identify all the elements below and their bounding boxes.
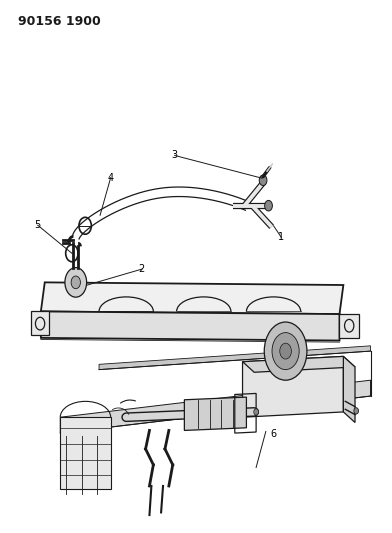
- Text: 3: 3: [172, 150, 178, 160]
- Polygon shape: [99, 346, 370, 369]
- Text: 5: 5: [34, 220, 41, 230]
- Polygon shape: [339, 314, 359, 338]
- Circle shape: [254, 409, 258, 415]
- Circle shape: [354, 408, 359, 414]
- Polygon shape: [60, 380, 370, 433]
- Circle shape: [259, 175, 267, 185]
- Circle shape: [71, 276, 80, 289]
- Polygon shape: [184, 397, 247, 431]
- Circle shape: [272, 333, 299, 369]
- Circle shape: [265, 200, 272, 211]
- Polygon shape: [243, 357, 355, 372]
- Polygon shape: [41, 311, 339, 341]
- Polygon shape: [343, 357, 355, 423]
- Text: 1: 1: [278, 232, 284, 243]
- Polygon shape: [41, 282, 343, 314]
- Text: 2: 2: [139, 264, 145, 274]
- Text: 6: 6: [270, 429, 277, 439]
- Circle shape: [280, 343, 291, 359]
- Polygon shape: [31, 311, 49, 335]
- Circle shape: [264, 322, 307, 380]
- Polygon shape: [60, 417, 111, 489]
- Circle shape: [65, 268, 87, 297]
- Text: 4: 4: [108, 173, 114, 183]
- Polygon shape: [243, 357, 343, 417]
- Text: 90156 1900: 90156 1900: [18, 15, 100, 28]
